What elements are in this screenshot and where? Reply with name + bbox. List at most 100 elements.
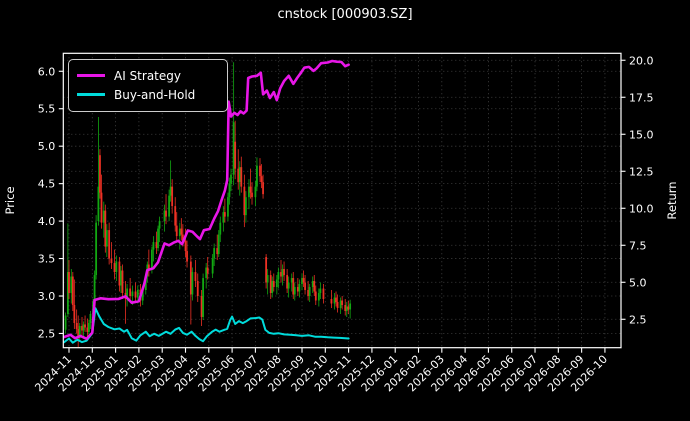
candle-body-up bbox=[141, 290, 144, 301]
candle-body-up bbox=[333, 297, 336, 304]
candle-body-up bbox=[151, 249, 153, 270]
y-left-tick-label: 5.5 bbox=[38, 103, 56, 116]
candle-body-down bbox=[322, 288, 325, 300]
candle-body-down bbox=[100, 192, 103, 223]
candle-body-down bbox=[171, 186, 174, 207]
candle-body-down bbox=[335, 297, 337, 303]
candle-body-up bbox=[275, 279, 278, 288]
candle-body-up bbox=[308, 287, 311, 297]
axis-titles: Price Return bbox=[3, 181, 679, 219]
y-right-axis-title: Return bbox=[665, 181, 679, 219]
candle-body-up bbox=[78, 325, 81, 338]
candle-body-up bbox=[232, 122, 235, 175]
y-left-tick-label: 6.0 bbox=[38, 65, 56, 78]
candle-body-up bbox=[211, 258, 214, 274]
candle-body-up bbox=[102, 210, 105, 223]
candle-body-up bbox=[105, 230, 108, 247]
candle-body-down bbox=[108, 230, 111, 259]
candle-body-down bbox=[251, 192, 253, 198]
candle-body-up bbox=[120, 270, 122, 286]
candle-body-up bbox=[95, 222, 98, 276]
candle-body-up bbox=[136, 290, 139, 298]
tick-marks bbox=[58, 59, 626, 353]
legend-item-buy-and-hold: Buy-and-Hold bbox=[77, 85, 217, 104]
candle-body-down bbox=[186, 251, 188, 262]
candle-body-down bbox=[155, 242, 158, 249]
candle-body-up bbox=[290, 278, 293, 283]
candle-body-down bbox=[304, 282, 306, 291]
candle-body-up bbox=[293, 287, 296, 295]
candle-body-down bbox=[196, 281, 199, 297]
candle-body-up bbox=[319, 288, 322, 294]
candle-body-down bbox=[344, 305, 347, 311]
candle-body-up bbox=[144, 276, 147, 291]
candle-body-up bbox=[64, 315, 67, 330]
candle-body-down bbox=[272, 281, 275, 288]
candle-body-down bbox=[307, 290, 310, 297]
candle-body-down bbox=[260, 176, 263, 183]
candle-body-up bbox=[202, 278, 205, 317]
candle-body-down bbox=[330, 299, 333, 304]
candle-body-down bbox=[259, 165, 261, 177]
y-left-axis-title: Price bbox=[3, 186, 17, 214]
candle-body-up bbox=[230, 174, 232, 184]
candle-body-up bbox=[317, 293, 320, 301]
chart-title: cnstock [000903.SZ] bbox=[277, 7, 413, 22]
plot-border bbox=[62, 52, 622, 349]
ai-strategy-line-icon bbox=[77, 74, 105, 77]
candle-body-up bbox=[97, 186, 100, 222]
candle-body-down bbox=[147, 264, 150, 270]
legend-label-ai-strategy: AI Strategy bbox=[114, 68, 181, 83]
y-left-tick-label: 4.0 bbox=[38, 215, 56, 228]
y-left-tick-label: 4.5 bbox=[38, 178, 56, 191]
candle-body-up bbox=[227, 197, 229, 217]
candle-body-down bbox=[296, 287, 299, 292]
y-right-tick-label: 7.5 bbox=[629, 239, 647, 252]
candle-body-down bbox=[68, 272, 70, 294]
candle-body-down bbox=[243, 186, 246, 216]
candle-body-up bbox=[168, 195, 170, 217]
candle-body-up bbox=[191, 272, 194, 295]
candle-body-down bbox=[110, 258, 113, 264]
candle-body-down bbox=[75, 322, 78, 329]
y-right-tick-label: 20.0 bbox=[629, 54, 654, 67]
candle-body-down bbox=[200, 296, 203, 317]
candle-body-up bbox=[158, 221, 161, 229]
candle-body-down bbox=[265, 257, 268, 283]
candle-body-down bbox=[341, 300, 344, 306]
y-left-tick-label: 2.5 bbox=[38, 327, 56, 340]
candle-body-up bbox=[222, 212, 225, 223]
candle-body-up bbox=[205, 267, 208, 279]
candle-body-down bbox=[165, 210, 167, 217]
candle-body-up bbox=[271, 281, 274, 294]
candle-body-down bbox=[184, 240, 187, 252]
candle-body-down bbox=[77, 328, 80, 338]
candle-body-down bbox=[134, 291, 137, 298]
candle-body-up bbox=[163, 210, 166, 222]
candle-body-down bbox=[302, 278, 305, 283]
candle-body-up bbox=[339, 300, 342, 308]
candle-body-up bbox=[277, 272, 280, 280]
candle-body-down bbox=[262, 182, 264, 195]
candle-body-up bbox=[169, 186, 172, 196]
candle-body-down bbox=[194, 272, 197, 282]
y-left-tick-label: 5.0 bbox=[38, 140, 56, 153]
buy-and-hold-line bbox=[63, 307, 350, 344]
candle-body-up bbox=[87, 322, 90, 332]
candle-body-down bbox=[81, 325, 83, 331]
candle-body-down bbox=[99, 155, 101, 193]
candle-body-up bbox=[157, 228, 159, 249]
candle-body-down bbox=[240, 167, 243, 187]
candle-body-up bbox=[254, 186, 257, 198]
candle-body-down bbox=[286, 275, 289, 289]
candle-body-up bbox=[298, 284, 301, 292]
candle-body-down bbox=[314, 291, 317, 301]
candle-body-down bbox=[313, 281, 316, 292]
y-right-tick-label: 5.0 bbox=[629, 276, 647, 289]
candle-body-up bbox=[345, 306, 348, 311]
candle-body-down bbox=[71, 276, 74, 306]
candle-body-down bbox=[347, 306, 350, 310]
candle-body-up bbox=[281, 269, 284, 277]
candle-body-down bbox=[249, 186, 252, 193]
